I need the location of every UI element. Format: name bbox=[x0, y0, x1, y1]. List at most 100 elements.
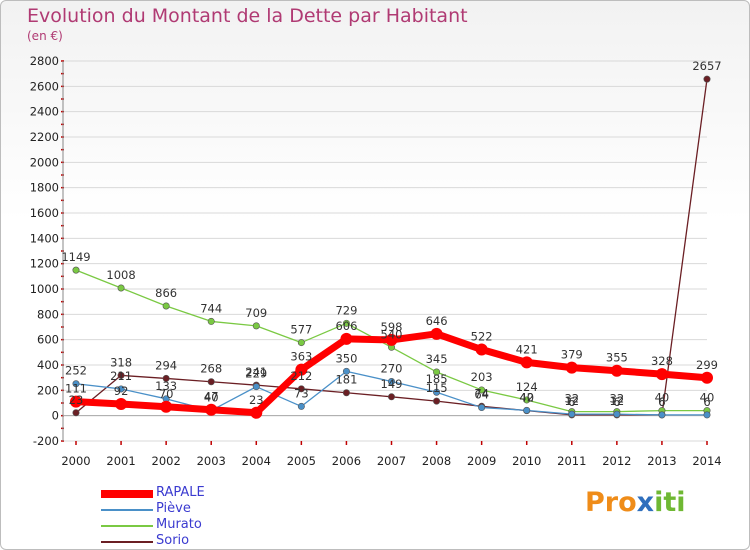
x-tick-label: 2004 bbox=[242, 454, 271, 468]
x-tick-label: 2003 bbox=[197, 454, 226, 468]
data-point bbox=[117, 371, 125, 379]
data-point bbox=[610, 364, 623, 377]
data-label: 6 bbox=[658, 395, 665, 409]
data-point bbox=[385, 333, 398, 346]
data-label: 270 bbox=[381, 361, 403, 375]
legend-label: Piève bbox=[156, 501, 191, 516]
data-label: 744 bbox=[200, 301, 222, 315]
data-point bbox=[252, 383, 260, 391]
data-point bbox=[430, 327, 443, 340]
x-tick-label: 2000 bbox=[61, 454, 90, 468]
data-label: 328 bbox=[651, 354, 673, 368]
y-tick-label: 800 bbox=[37, 307, 59, 321]
legend-swatch bbox=[101, 525, 153, 527]
legend-label: Sorio bbox=[156, 533, 190, 548]
data-point bbox=[207, 317, 215, 325]
data-label: 111 bbox=[65, 382, 87, 396]
data-point bbox=[297, 402, 305, 410]
y-tick-label: 1600 bbox=[30, 206, 59, 220]
data-label: 2657 bbox=[692, 59, 721, 73]
data-label: 124 bbox=[516, 380, 538, 394]
data-label: 6 bbox=[658, 395, 665, 409]
data-label: 12 bbox=[564, 394, 579, 408]
data-label: 23 bbox=[69, 393, 84, 407]
data-label: 6 bbox=[703, 395, 710, 409]
x-tick-label: 2008 bbox=[422, 454, 451, 468]
data-point bbox=[701, 371, 713, 384]
data-point bbox=[703, 75, 711, 83]
data-point bbox=[658, 411, 666, 419]
data-point bbox=[613, 410, 621, 418]
data-label: 299 bbox=[696, 358, 718, 372]
data-point bbox=[478, 404, 486, 412]
y-tick-label: 400 bbox=[37, 358, 59, 372]
y-tick-label: 1800 bbox=[30, 181, 59, 195]
data-point bbox=[478, 386, 486, 394]
x-tick-label: 2006 bbox=[332, 454, 361, 468]
data-label: 32 bbox=[610, 392, 625, 406]
data-label: 73 bbox=[294, 386, 309, 400]
legend-swatch bbox=[101, 490, 153, 498]
x-tick-label: 2010 bbox=[512, 454, 541, 468]
y-tick-label: 2400 bbox=[30, 105, 59, 119]
data-label: 1008 bbox=[106, 268, 135, 282]
x-tick-label: 2013 bbox=[647, 454, 676, 468]
data-label: 355 bbox=[606, 351, 628, 365]
data-label: 606 bbox=[335, 319, 357, 333]
y-tick-label: 1000 bbox=[30, 282, 59, 296]
data-label: 318 bbox=[110, 355, 132, 369]
data-label: 241 bbox=[245, 365, 267, 379]
data-point bbox=[565, 361, 578, 374]
x-tick-label: 2009 bbox=[467, 454, 496, 468]
data-label: 345 bbox=[426, 352, 448, 366]
x-tick-label: 2012 bbox=[602, 454, 631, 468]
x-tick-label: 2014 bbox=[692, 454, 721, 468]
data-label: 211 bbox=[110, 369, 132, 383]
data-label: 32 bbox=[564, 392, 579, 406]
proxiti-logo: Proxiti bbox=[585, 487, 686, 518]
data-point bbox=[205, 403, 218, 416]
data-label: 40 bbox=[655, 391, 670, 405]
y-tick-label: 600 bbox=[37, 333, 59, 347]
data-label: 12 bbox=[610, 394, 625, 408]
data-point bbox=[117, 385, 125, 393]
data-point bbox=[703, 411, 711, 419]
data-label: 229 bbox=[245, 367, 267, 381]
data-point bbox=[433, 388, 441, 396]
data-point bbox=[297, 339, 305, 347]
data-point bbox=[340, 332, 353, 345]
data-point bbox=[387, 393, 395, 401]
legend-swatch bbox=[101, 541, 153, 543]
data-label: 379 bbox=[561, 348, 583, 362]
data-point bbox=[523, 396, 531, 404]
data-label: 40 bbox=[519, 391, 534, 405]
data-point bbox=[117, 284, 125, 292]
legend-label: RAPALE bbox=[156, 485, 205, 500]
x-tick-label: 2011 bbox=[557, 454, 586, 468]
data-point bbox=[295, 363, 308, 376]
data-label: 866 bbox=[155, 286, 177, 300]
data-label: 40 bbox=[204, 391, 219, 405]
data-point bbox=[162, 302, 170, 310]
data-point bbox=[523, 406, 531, 414]
y-tick-label: 2600 bbox=[30, 79, 59, 93]
legend-label: Murato bbox=[156, 517, 202, 532]
data-label: 1149 bbox=[61, 250, 90, 264]
data-label: 74 bbox=[474, 386, 489, 400]
logo-text-pro: Pro bbox=[585, 487, 637, 518]
data-point bbox=[72, 266, 80, 274]
data-point bbox=[342, 389, 350, 397]
data-point bbox=[162, 374, 170, 382]
y-tick-label: 2800 bbox=[30, 54, 59, 68]
data-point bbox=[207, 378, 215, 386]
y-tick-label: -200 bbox=[33, 434, 59, 448]
data-point bbox=[72, 409, 80, 417]
data-point bbox=[655, 368, 668, 381]
data-point bbox=[475, 343, 488, 356]
data-label: 421 bbox=[516, 342, 538, 356]
data-point bbox=[433, 368, 441, 376]
data-label: 6 bbox=[568, 395, 575, 409]
logo-text-x: x bbox=[636, 487, 655, 518]
